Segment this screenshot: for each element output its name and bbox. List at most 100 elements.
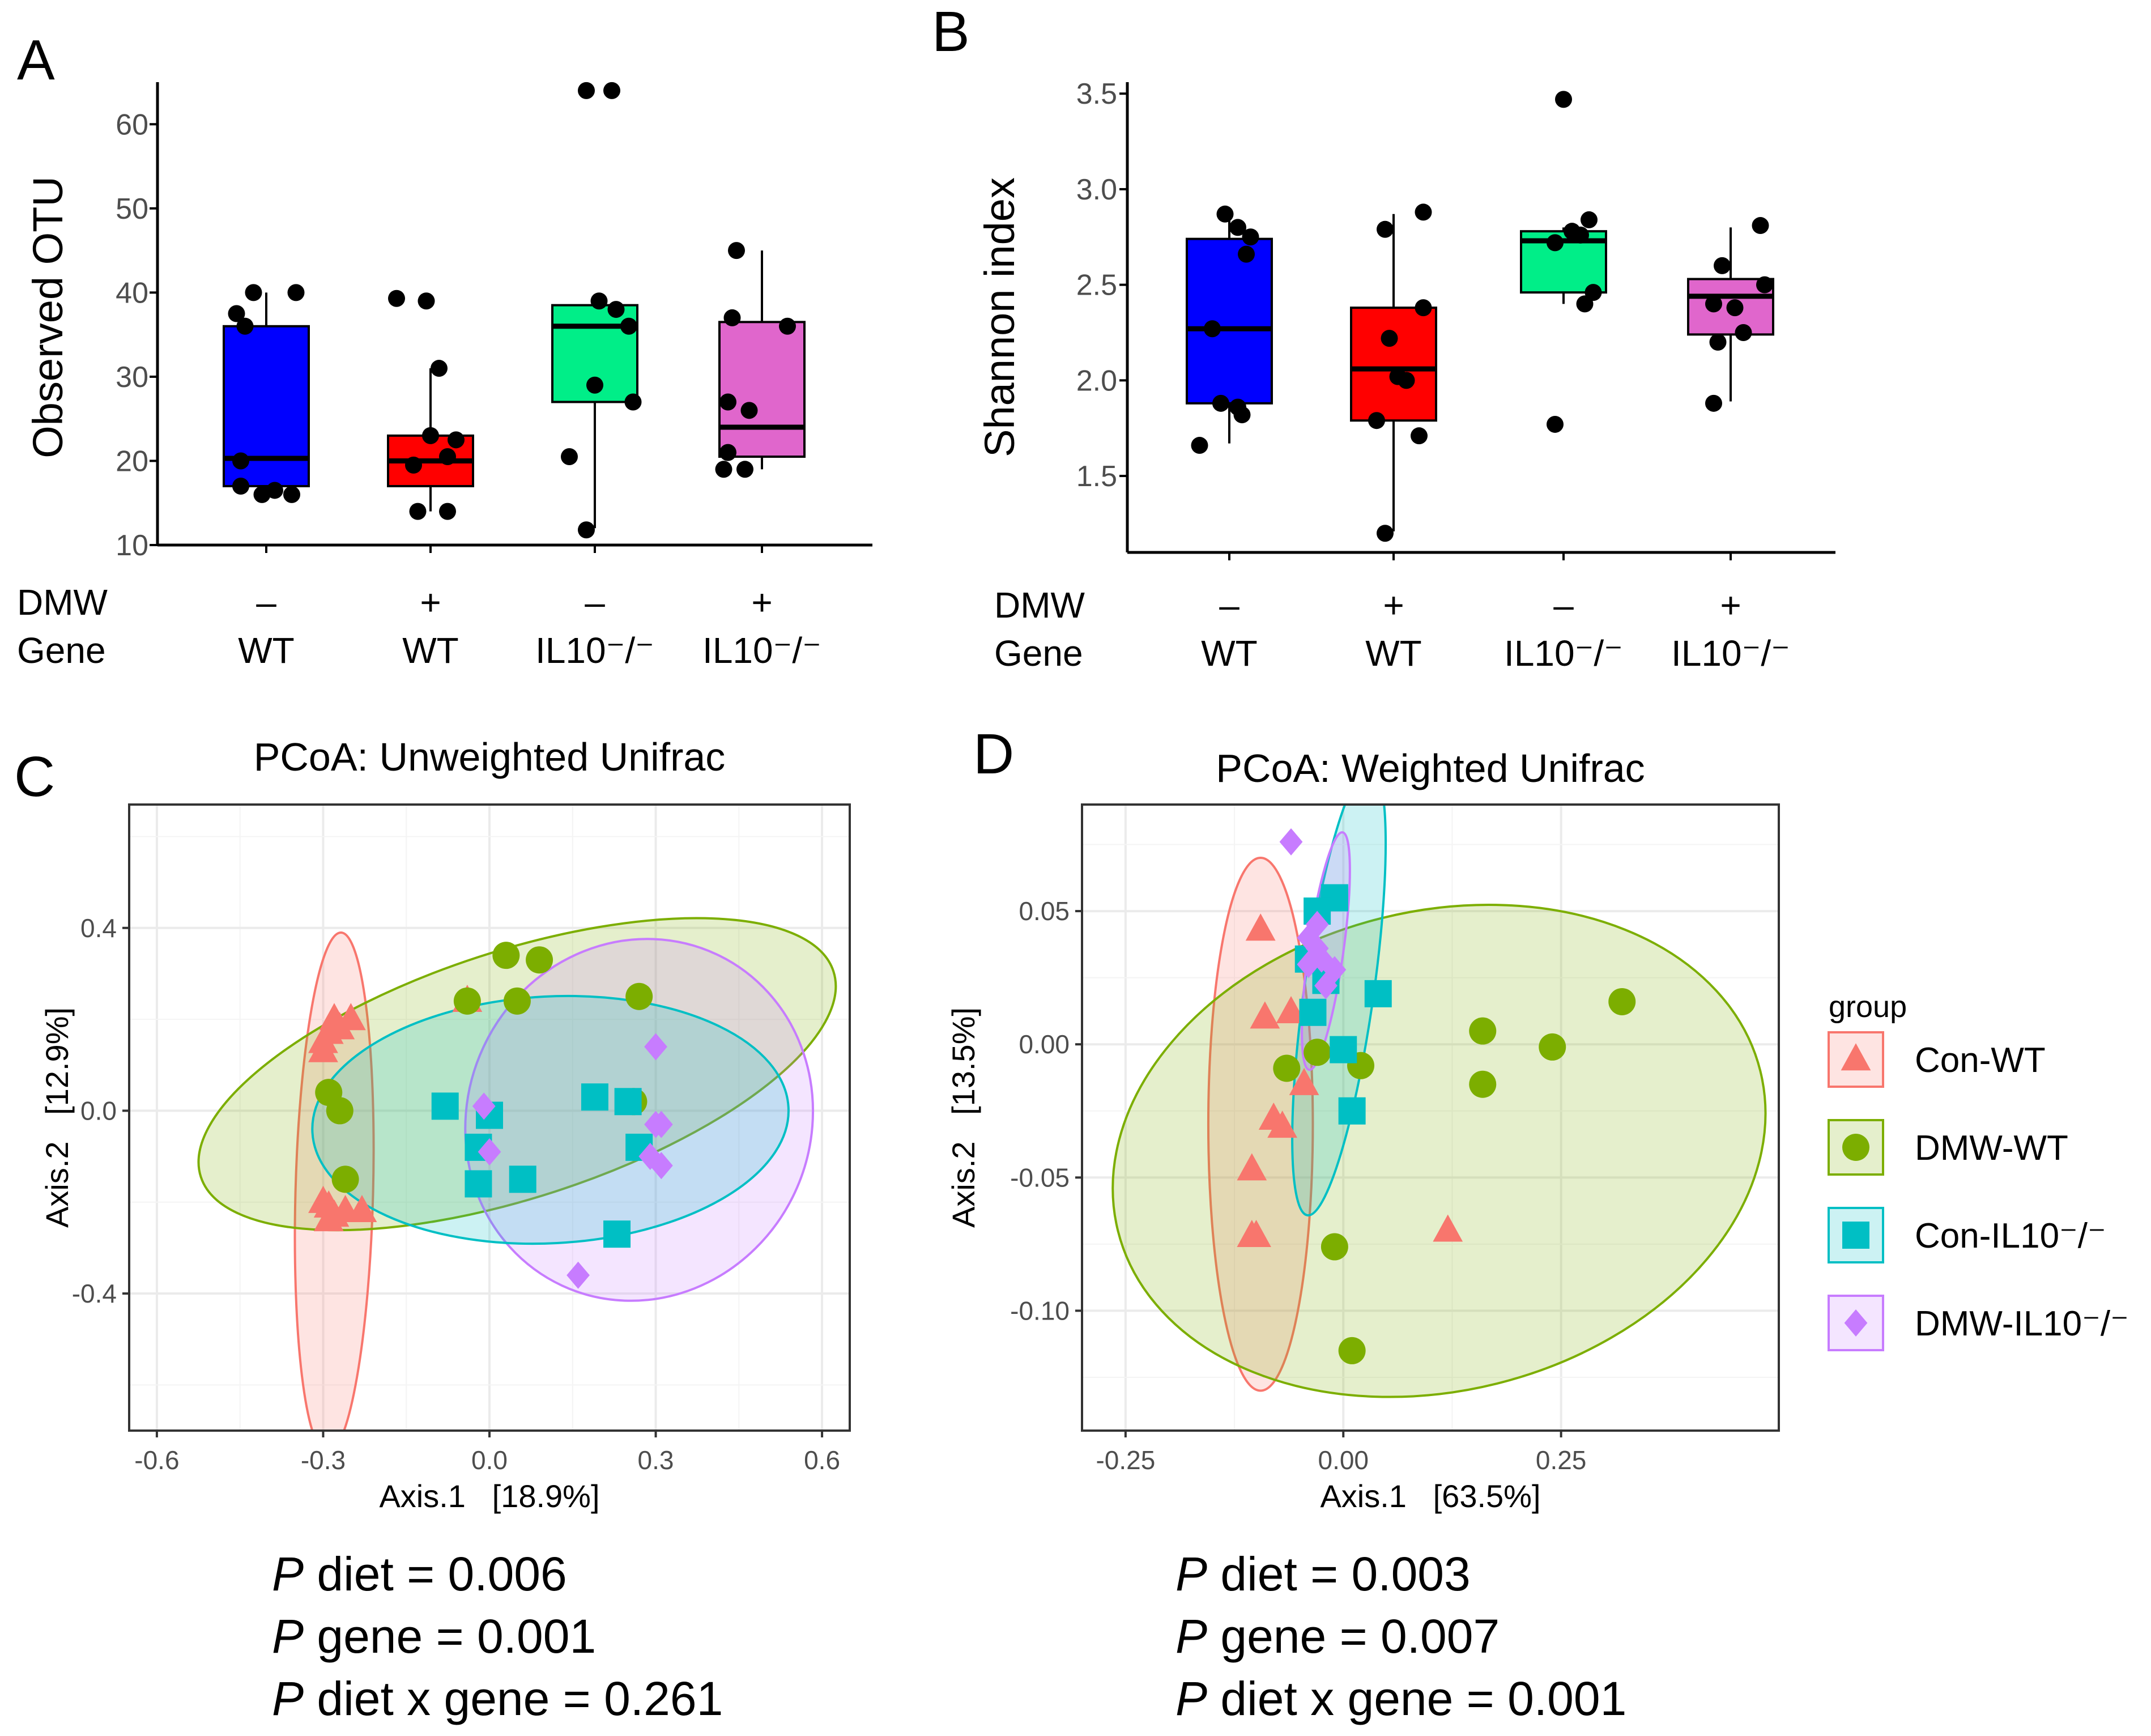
x-tick-label: 0.6 <box>804 1445 840 1475</box>
marker-square <box>1364 980 1392 1007</box>
group-gene-label: IL10⁻/⁻ <box>1504 633 1623 674</box>
confidence-ellipse <box>197 917 837 1232</box>
marker-circle <box>1539 1033 1566 1061</box>
p-symbol: P <box>272 1547 304 1601</box>
row-label-dmw: DMW <box>17 582 108 623</box>
x-tick-label: 0.3 <box>638 1445 674 1475</box>
data-point <box>253 486 271 503</box>
marker-circle <box>1608 988 1636 1015</box>
group-dmw-label: + <box>420 582 441 623</box>
group-dmw-label: – <box>1219 585 1240 626</box>
data-point <box>1576 295 1594 313</box>
data-point <box>409 503 427 520</box>
marker-triangle <box>1237 1153 1267 1181</box>
x-axis-label: Axis.1 [18.9%] <box>379 1478 599 1514</box>
y-tick-label: -0.10 <box>1010 1296 1070 1325</box>
group-dmw-label: + <box>1720 585 1741 626</box>
marker-diamond <box>478 1138 501 1165</box>
data-point <box>1204 320 1221 338</box>
group-dmw-label: – <box>256 582 276 623</box>
data-point <box>719 444 736 461</box>
group-gene-label: IL10⁻/⁻ <box>702 630 821 671</box>
y-tick-label: 3.5 <box>1076 78 1117 110</box>
data-point <box>1411 427 1428 445</box>
marker-square <box>509 1165 536 1193</box>
box <box>1186 237 1273 405</box>
plot-title: PCoA: Unweighted Unifrac <box>254 735 726 779</box>
marker-square <box>431 1092 459 1120</box>
data-point <box>1381 330 1398 347</box>
marker-diamond <box>472 1092 496 1120</box>
data-point <box>283 486 300 503</box>
stat-line: P diet x gene = 0.261 <box>272 1671 723 1726</box>
stat-text: gene = 0.007 <box>1207 1610 1500 1663</box>
data-point <box>736 461 753 478</box>
data-point <box>228 305 245 322</box>
marker-diamond <box>649 1152 673 1180</box>
data-point <box>590 292 608 310</box>
data-point <box>422 427 439 444</box>
marker-triangle <box>1841 1043 1871 1071</box>
data-point <box>245 284 262 301</box>
marker-triangle <box>347 1195 377 1223</box>
data-point <box>624 393 642 411</box>
y-tick-label: 3.0 <box>1076 173 1117 206</box>
data-point <box>1233 406 1251 424</box>
marker-diamond <box>1305 910 1329 938</box>
group-gene-label: IL10⁻/⁻ <box>1671 633 1790 674</box>
panel-letter-c: C <box>14 745 55 809</box>
marker-triangle <box>308 1035 338 1062</box>
data-point <box>620 317 637 335</box>
data-point <box>586 376 603 394</box>
p-symbol: P <box>1175 1547 1208 1601</box>
data-point <box>740 402 758 419</box>
x-tick-label: -0.6 <box>134 1445 179 1475</box>
data-point <box>448 431 465 449</box>
marker-diamond <box>1279 828 1303 856</box>
stat-text: diet x gene = 0.261 <box>304 1672 723 1725</box>
stat-text: diet x gene = 0.001 <box>1207 1672 1627 1725</box>
p-symbol: P <box>1175 1610 1208 1663</box>
data-point <box>1377 220 1394 238</box>
x-tick-label: -0.25 <box>1096 1445 1155 1475</box>
y-tick-label: 1.5 <box>1076 460 1117 493</box>
marker-square <box>581 1083 608 1111</box>
data-point <box>287 284 305 301</box>
marker-circle <box>1273 1054 1301 1082</box>
y-tick-label: 2.0 <box>1076 364 1117 397</box>
stat-line: P diet = 0.003 <box>1175 1547 1471 1602</box>
group-dmw-label: + <box>1383 585 1404 626</box>
marker-square <box>1299 998 1327 1026</box>
marker-circle <box>1469 1017 1497 1045</box>
data-point <box>1415 203 1432 221</box>
stat-line: P diet x gene = 0.001 <box>1175 1671 1626 1726</box>
data-point <box>1398 372 1415 389</box>
data-point <box>578 82 595 99</box>
data-point <box>439 448 456 466</box>
row-label-dmw: DMW <box>994 585 1085 626</box>
p-symbol: P <box>272 1672 304 1725</box>
legend-label: DMW-IL10⁻/⁻ <box>1915 1304 2129 1343</box>
data-point <box>388 290 405 307</box>
box <box>1350 307 1437 422</box>
y-tick-label: 0.05 <box>1019 896 1070 926</box>
stat-line: P gene = 0.007 <box>1175 1609 1500 1664</box>
data-point <box>266 482 283 499</box>
y-axis-label: Shannon index <box>976 177 1023 457</box>
data-point <box>603 82 620 99</box>
y-tick-label: 30 <box>116 361 148 394</box>
data-point <box>779 317 796 335</box>
marker-circle <box>625 982 653 1010</box>
y-axis-label: Axis.2 [13.5%] <box>945 1007 981 1228</box>
plot-area <box>129 805 850 1431</box>
marker-diamond <box>644 1033 667 1061</box>
marker-diamond <box>1844 1309 1868 1337</box>
data-point <box>723 309 741 326</box>
marker-triangle <box>1241 1219 1271 1247</box>
marker-square <box>1842 1222 1869 1249</box>
data-point <box>1735 324 1752 341</box>
p-symbol: P <box>272 1610 304 1663</box>
y-tick-label: 60 <box>116 108 148 141</box>
y-tick-label: 10 <box>116 529 148 562</box>
